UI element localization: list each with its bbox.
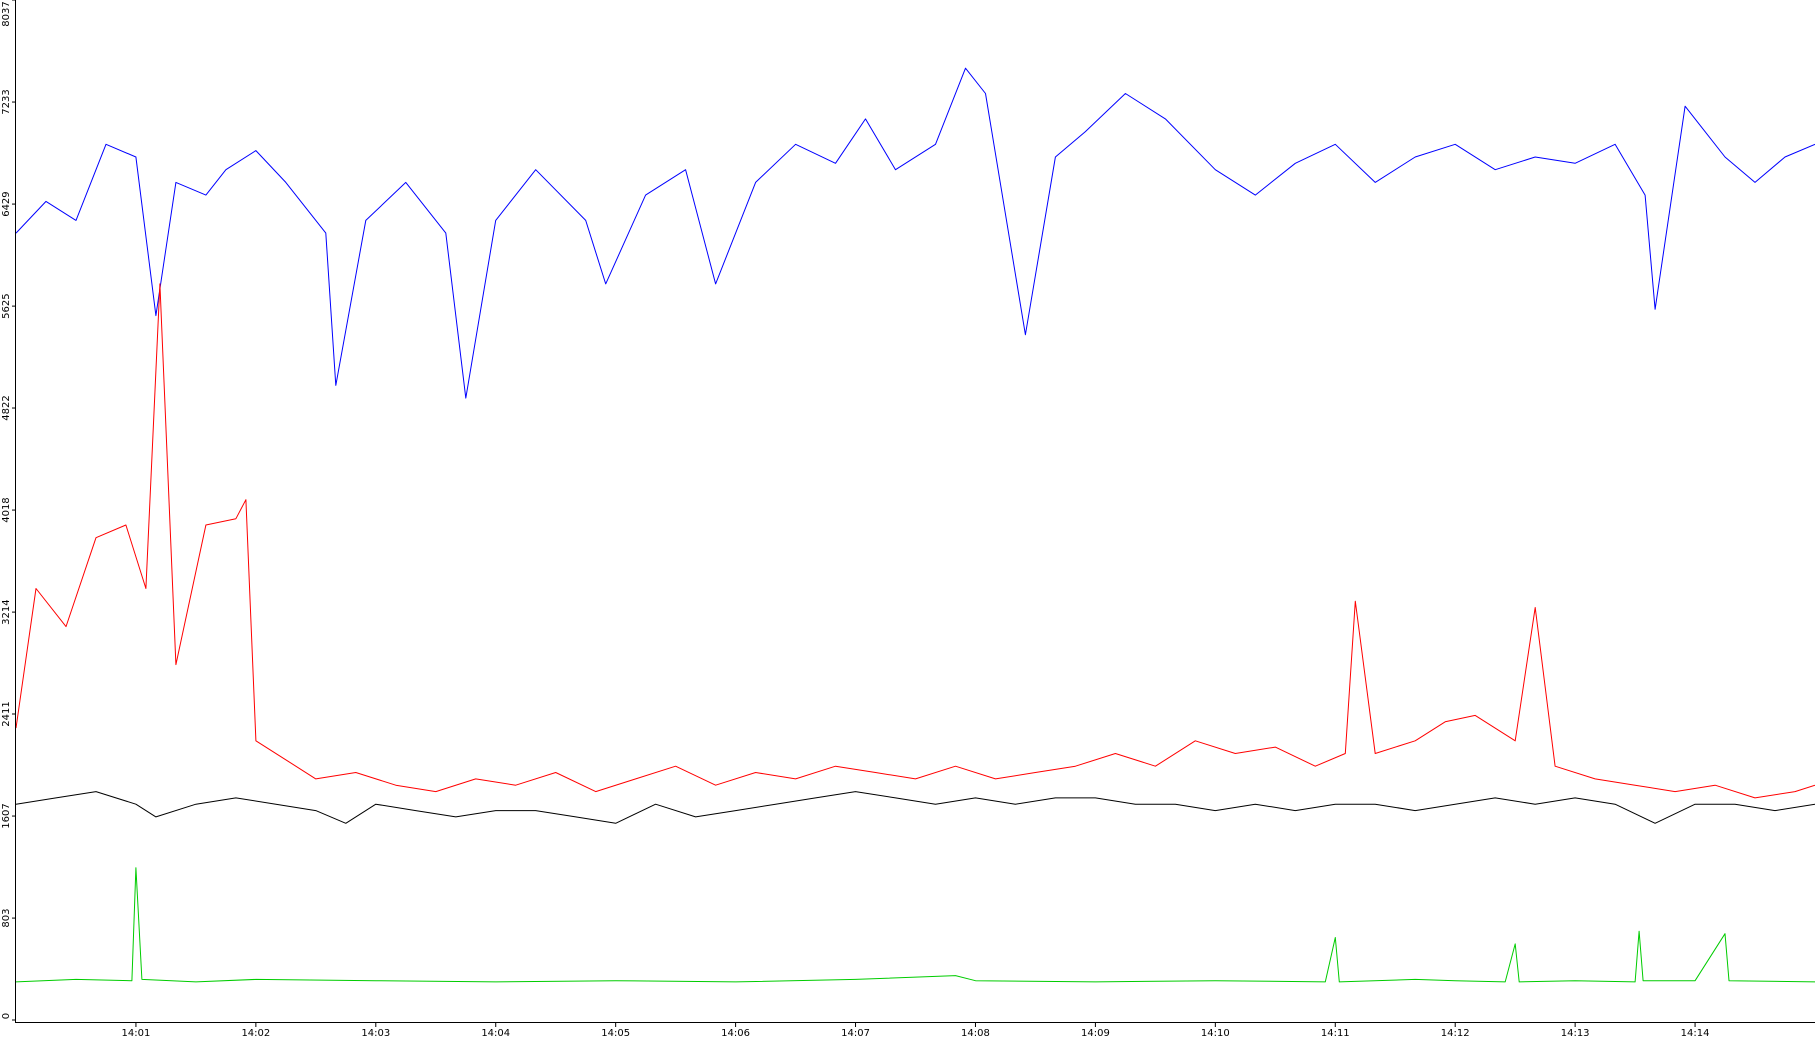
x-tick-label: 14:11 [1321,1028,1350,1039]
y-tick-label: 1607 [1,803,12,828]
x-tick-label: 14:14 [1681,1028,1710,1039]
y-tick-label: 7233 [1,89,12,114]
y-tick-label: 0 [1,1013,12,1019]
series-line-2 [15,791,1815,824]
y-tick-label: 803 [1,909,12,928]
x-axis-ticks: 14:01 14:02 14:03 14:04 14:05 14:06 14:07 14:08… [122,1022,1710,1039]
x-tick-label: 14:06 [721,1028,750,1039]
x-tick-label: 14:13 [1561,1028,1590,1039]
x-tick-label: 14:10 [1201,1028,1230,1039]
y-axis-ticks: 0 803 1607 2411 3214 4018 4822 5625 6429 7233 8037 [1,0,16,1021]
y-tick-label: 4822 [1,395,12,420]
x-tick-label: 14:03 [361,1028,390,1039]
x-tick-label: 14:12 [1441,1028,1470,1039]
x-tick-label: 14:08 [961,1028,990,1039]
x-tick-label: 14:02 [241,1028,270,1039]
y-tick-label: 3214 [1,599,12,624]
x-tick-label: 14:07 [841,1028,870,1039]
y-tick-label: 4018 [1,497,12,522]
y-tick-label: 2411 [1,701,12,726]
x-tick-label: 14:05 [601,1028,630,1039]
x-tick-label: 14:09 [1081,1028,1110,1039]
series-layer [15,67,1815,983]
x-tick-label: 14:04 [481,1028,510,1039]
series-line-3 [15,867,1815,983]
series-line-0 [15,67,1815,399]
y-tick-label: 6429 [1,191,12,216]
y-tick-label: 5625 [1,293,12,318]
y-tick-label: 8037 [1,1,12,26]
x-tick-label: 14:01 [122,1028,151,1039]
series-line-1 [15,283,1815,799]
